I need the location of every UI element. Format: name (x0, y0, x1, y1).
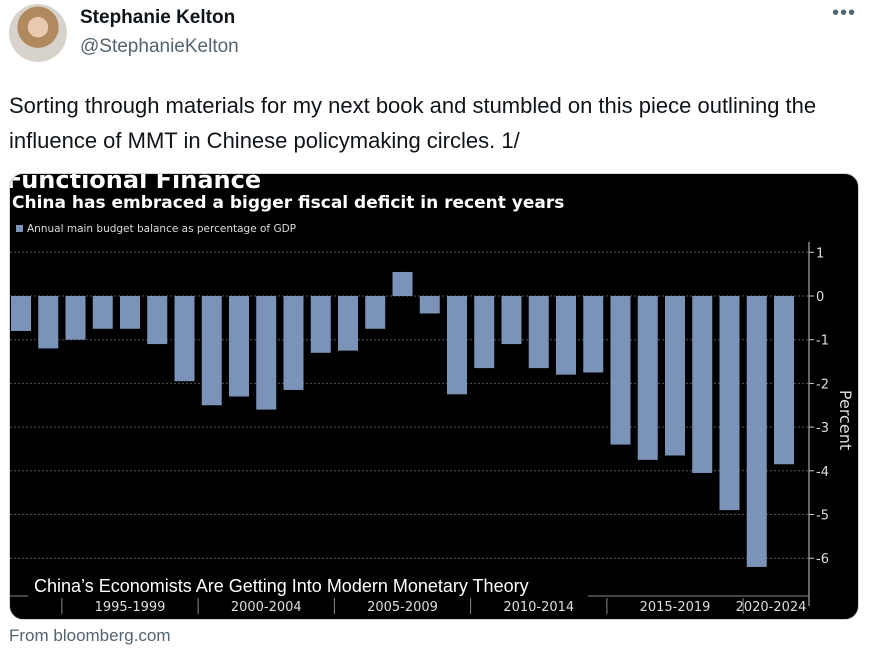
y-tick-label: 0 (816, 290, 824, 305)
bar-2014 (583, 296, 604, 373)
bar-2007 (392, 271, 413, 296)
bar-2021 (774, 296, 794, 465)
bar-2015 (610, 296, 631, 445)
y-axis-label: Percent (836, 390, 855, 450)
bar-1997 (120, 296, 140, 329)
y-tick-label: -5 (816, 509, 829, 524)
legend-label: Annual main budget balance as percentage… (27, 223, 296, 235)
bar-2017 (665, 296, 685, 456)
y-tick-label: -6 (816, 552, 829, 567)
y-tick-label: 1 (816, 246, 824, 261)
bar-1994 (38, 296, 59, 349)
chart-section-label: Functional Finance (10, 174, 261, 194)
bar-2013 (556, 296, 576, 375)
chart-title: China has embraced a bigger fiscal defic… (12, 193, 564, 213)
bar-2009 (447, 296, 467, 395)
bar-2011 (501, 296, 522, 345)
bar-2008 (419, 296, 440, 314)
bar-2003 (283, 296, 304, 390)
link-card[interactable]: Functional Finance China has embraced a … (9, 173, 859, 620)
bar-1996 (92, 296, 113, 329)
x-group-label: 2020-2024 (736, 600, 807, 615)
more-horizontal-icon[interactable]: ••• (832, 2, 857, 24)
y-tick-label: -2 (816, 377, 829, 392)
bar-2018 (692, 296, 713, 473)
bar-1993 (11, 296, 31, 331)
y-tick-label: -1 (816, 334, 829, 349)
bar-2000 (201, 296, 222, 406)
author-handle[interactable]: @StephanieKelton (80, 36, 239, 57)
bar-2001 (229, 296, 249, 397)
source-link[interactable]: From bloomberg.com (9, 626, 171, 645)
x-group-label: 2010-2014 (503, 600, 574, 615)
bar-2004 (310, 296, 331, 353)
tweet-text: Sorting through materials for my next bo… (9, 93, 817, 153)
x-group-label: 2000-2004 (231, 600, 302, 615)
bar-2005 (338, 296, 358, 351)
bar-1995 (65, 296, 86, 340)
bar-2002 (256, 296, 277, 410)
card-headline: China’s Economists Are Getting Into Mode… (34, 576, 529, 596)
bar-2020 (746, 296, 767, 567)
bar-2012 (528, 296, 549, 369)
legend-swatch (16, 225, 23, 232)
bar-chart: Functional Finance China has embraced a … (10, 174, 855, 615)
author-name[interactable]: Stephanie Kelton (80, 7, 236, 28)
x-group-label: 2005-2009 (367, 600, 438, 615)
y-tick-label: -4 (816, 465, 829, 480)
bar-1999 (174, 296, 195, 382)
bar-2006 (365, 296, 386, 329)
y-tick-label: -3 (816, 421, 829, 436)
bar-2019 (719, 296, 740, 511)
x-group-label: 2015-2019 (640, 600, 711, 615)
bar-2016 (637, 296, 658, 460)
bar-2010 (474, 296, 495, 369)
bar-1998 (147, 296, 168, 345)
x-group-label: 1995-1999 (95, 600, 166, 615)
avatar[interactable] (9, 4, 67, 62)
